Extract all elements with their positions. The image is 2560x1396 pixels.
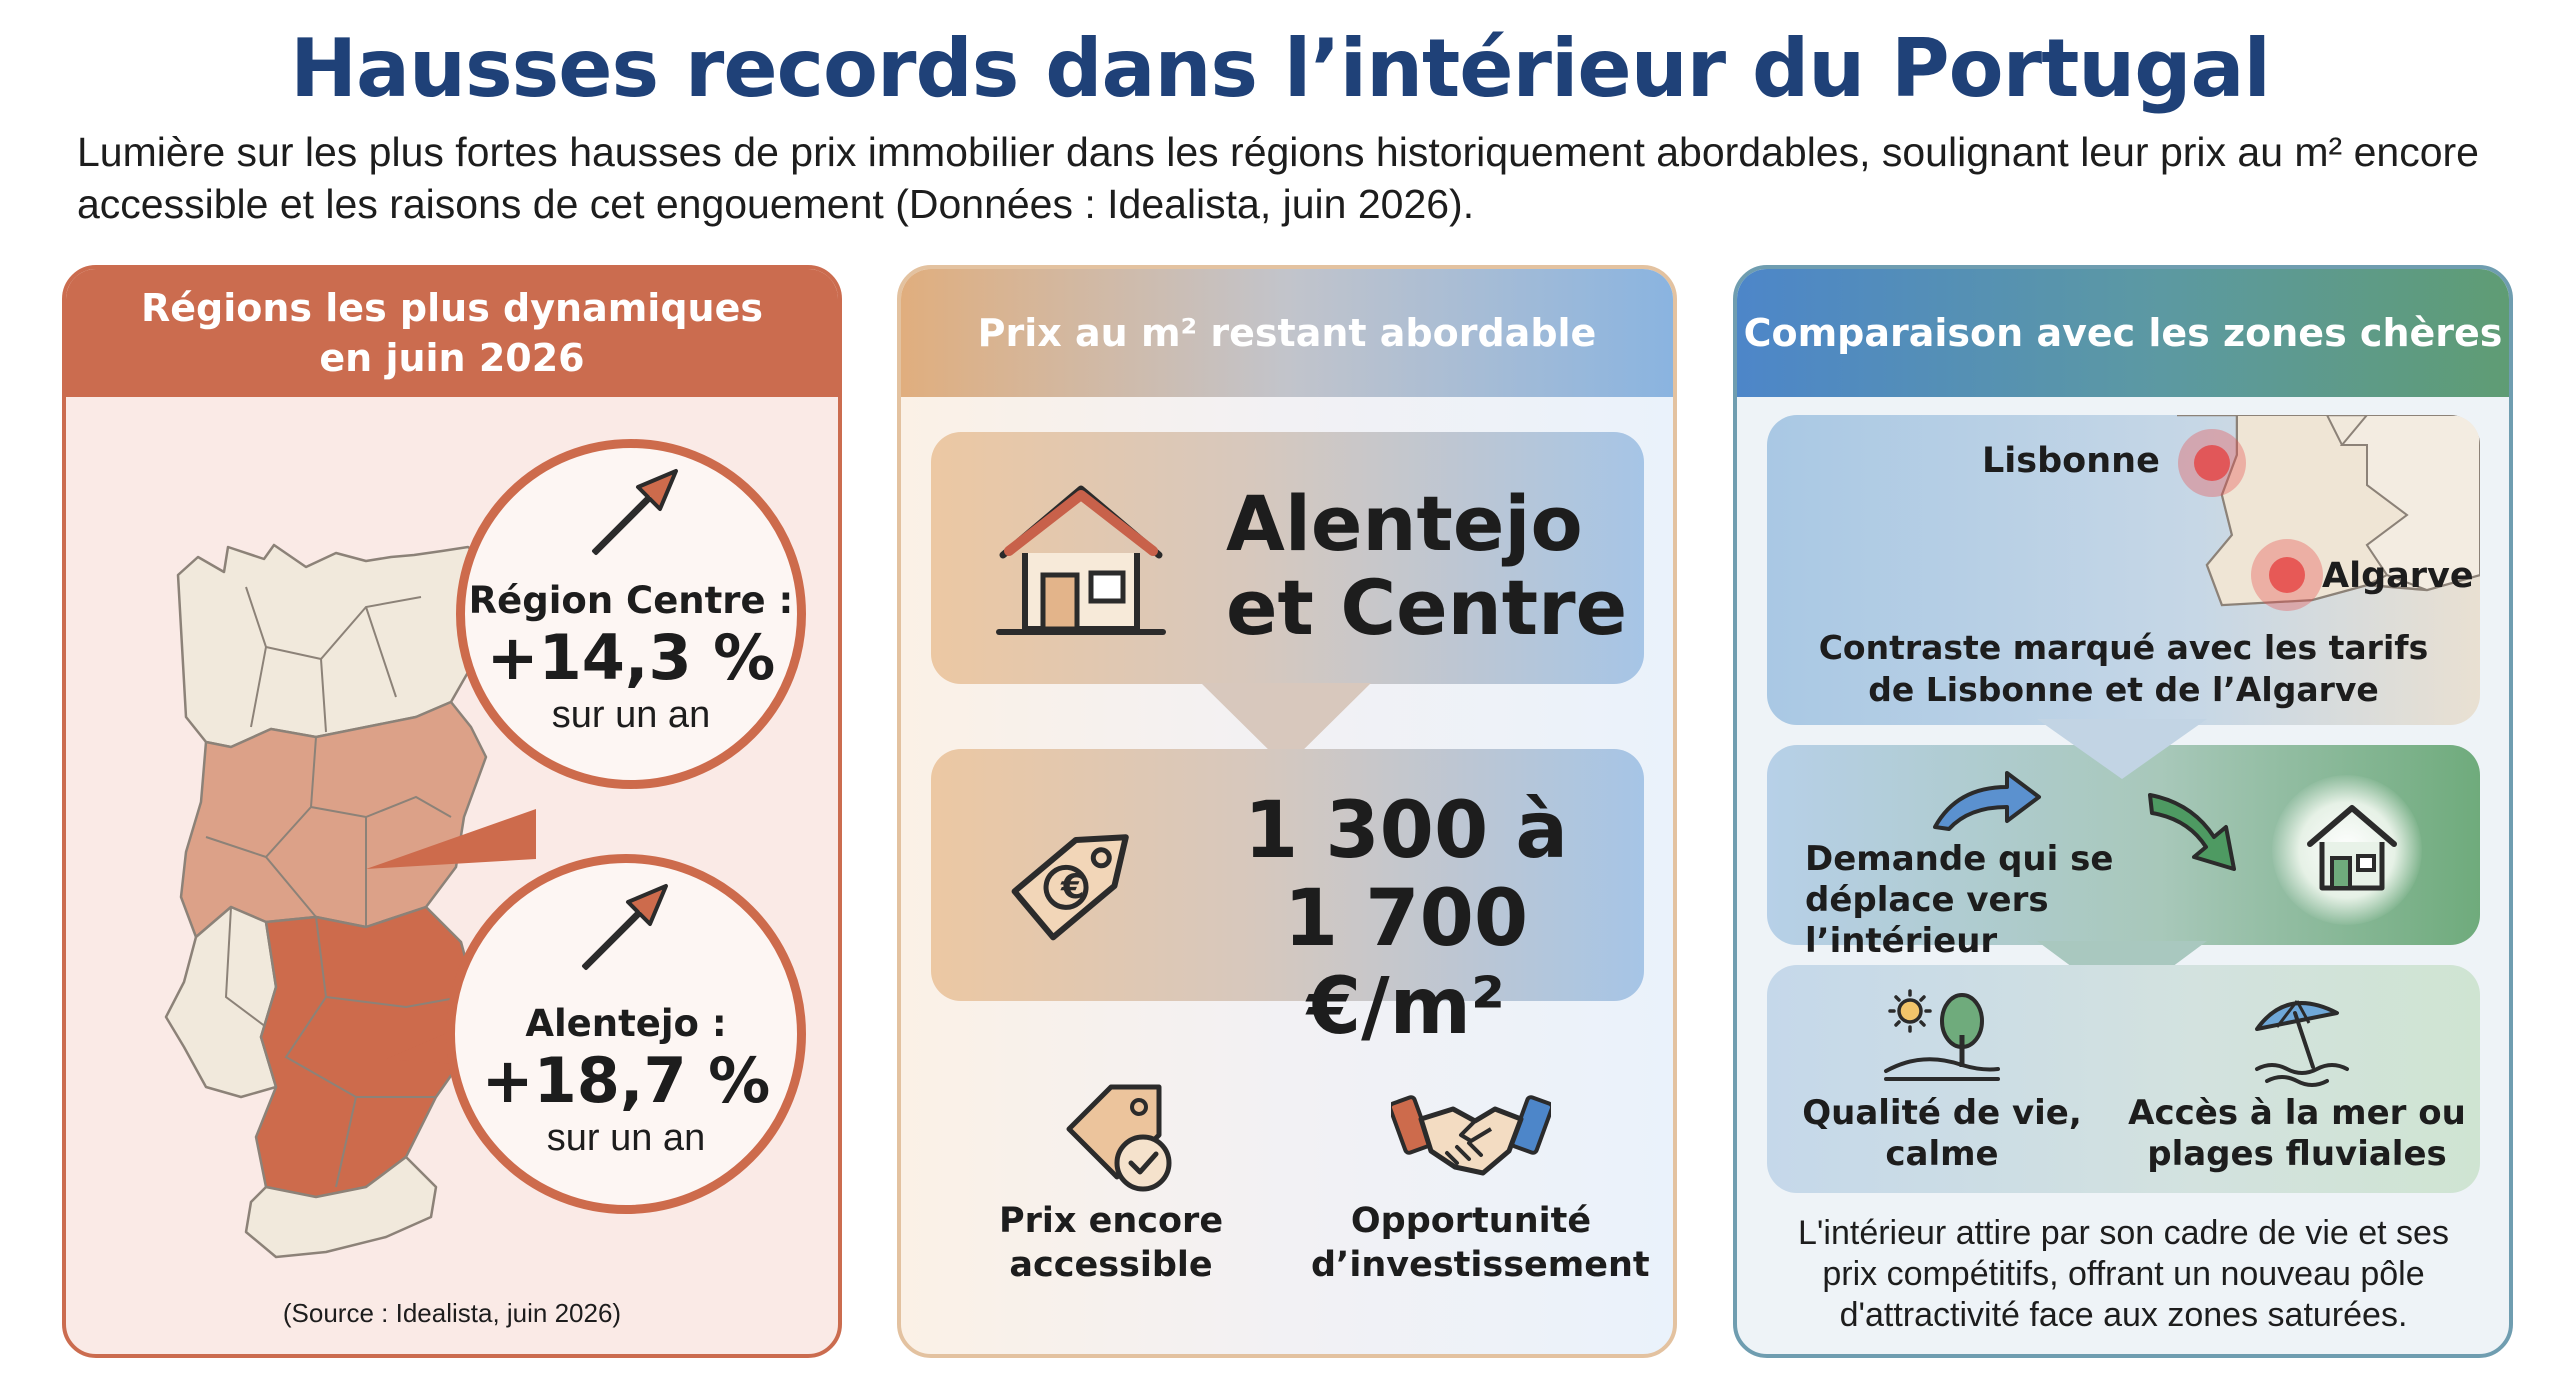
feature-investment-line1: Opportunité [1350,1201,1592,1241]
portugal-regions-map [164,543,494,1259]
feature-investment: Opportunité d’investissement [1311,1199,1650,1287]
beach-umbrella-icon [2255,1000,2349,1087]
featured-regions-line1: Alentejo [1226,479,1583,568]
regions-card: Alentejo et Centre [931,432,1644,684]
demand-text: Demande qui se déplace vers l’intérieur [1805,839,2225,962]
contrast-line1: Contraste marqué avec les tarifs [1818,628,2429,667]
centre-callout-pointer [366,809,536,869]
feature-affordable: Prix encore accessible [991,1199,1231,1287]
map-region-algarve [244,1155,438,1259]
centre-period: sur un an [551,694,711,736]
benefit-quality-line2: calme [1885,1134,1999,1174]
feature-investment-line2: d’investissement [1311,1245,1650,1285]
contrast-line2: de Lisbonne et de l’Algarve [1868,670,2379,709]
closing-line1: L'intérieur attire par son cadre de vie … [1798,1214,2449,1252]
svg-text:€: € [1060,867,1085,907]
coastal-prices-map [2177,415,2480,611]
page-title: Hausses records dans l’intérieur du Port… [290,22,2271,115]
handshake-icon [1391,1095,1551,1176]
demand-line2: déplace vers l’intérieur [1805,880,2049,961]
alentejo-up-arrow-icon [582,884,668,970]
centre-label: Région Centre : [468,579,794,622]
demand-block: Demande qui se déplace vers l’intérieur [1767,745,2480,961]
green-house-icon [2307,805,2397,891]
benefits-block: Qualité de vie, calme Accès à la mer ou … [1767,965,2480,1193]
closing-summary: L'intérieur attire par son cadre de vie … [1767,1213,2480,1336]
alentejo-increase-value: +18,7 % [481,1044,771,1117]
source-note: (Source : Idealista, juin 2026) [282,1298,622,1328]
featured-regions-line2: et Centre [1226,563,1628,652]
alentejo-callout-bubble [446,854,806,1214]
sun-tree-icon [1884,989,2000,1081]
regions-panel: Régions les plus dynamiques en juin 2026… [62,265,842,1358]
price-range-line1: 1 300 à [1243,786,1569,876]
price-range-card: € 1 300 à 1 700 €/m² [931,749,1644,1051]
comparison-panel-header: Comparaison avec les zones chères [1737,269,2509,397]
price-panel: Prix au m² restant abordable Alentejo et… [897,265,1677,1358]
benefit-sea-line2: plages fluviales [2147,1134,2447,1174]
page-subtitle: Lumière sur les plus fortes hausses de p… [77,129,2479,227]
map-region-centre [179,700,488,939]
price-tag-check-icon [1066,1084,1172,1192]
alentejo-callout-pointer [386,999,526,1069]
feature-affordable-line2: accessible [1009,1245,1213,1285]
map-label-lisbon: Lisbonne [1982,441,2160,481]
house-icon [996,485,1166,635]
comparison-panel: Comparaison avec les zones chères Lisbon… [1733,265,2513,1358]
closing-line3: d'attractivité face aux zones saturées. [1839,1296,2408,1334]
benefit-quality: Qualité de vie, calme [1787,1093,2097,1175]
contrast-text: Contraste marqué avec les tarifs de Lisb… [1767,627,2480,711]
price-panel-title: Prix au m² restant abordable [977,311,1597,355]
price-panel-header: Prix au m² restant abordable [901,269,1673,397]
demand-line1: Demande qui se [1805,839,2114,879]
benefit-sea-line1: Accès à la mer ou [2128,1093,2466,1133]
map-label-algarve: Algarve [2322,556,2474,596]
regions-panel-title-line2: en juin 2026 [319,336,585,380]
comparison-panel-title: Comparaison avec les zones chères [1743,311,2503,355]
feature-affordable-line1: Prix encore [998,1201,1224,1241]
curved-arrow-down-icon [2148,793,2236,871]
card-connector [1201,683,1371,767]
regions-panel-header: Régions les plus dynamiques en juin 2026 [66,269,838,397]
coastal-map-block: Lisbonne Algarve Contraste marqué avec l… [1767,415,2480,725]
benefit-sea-access: Accès à la mer ou plages fluviales [2127,1093,2467,1175]
regions-panel-title-line1: Régions les plus dynamiques [141,286,763,330]
centre-callout-bubble [456,439,806,789]
centre-up-arrow-icon [592,469,678,555]
closing-line2: prix compétitifs, offrant un nouveau pôl… [1822,1255,2425,1293]
price-range-line2: 1 700 €/m² [1283,874,1529,1052]
map-region-coast [164,905,278,1099]
euro-price-tag-icon: € [1011,834,1129,941]
curved-arrow-right-icon [1933,771,2041,831]
centre-increase-value: +14,3 % [486,621,776,694]
alentejo-label: Alentejo : [525,1002,727,1045]
benefit-quality-line1: Qualité de vie, [1802,1093,2082,1133]
alentejo-period: sur un an [546,1117,706,1159]
